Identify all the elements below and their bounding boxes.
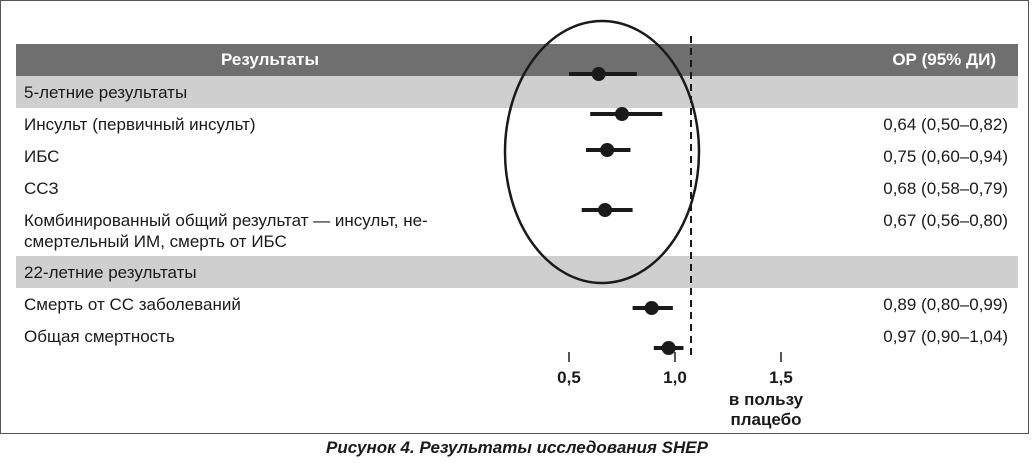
or-value: 0,97 (0,90–1,04): [883, 327, 1008, 346]
or-value: 0,64 (0,50–0,82): [883, 115, 1008, 134]
outcome-label: ССЗ: [24, 179, 59, 198]
outcome-label: Комбинированный общий результат — инсуль…: [24, 211, 428, 251]
figure-frame: [0, 0, 1029, 434]
outcome-label: Инсульт (первичный инсульт): [24, 115, 256, 134]
highlight-ellipse: [503, 19, 701, 285]
favor-label: плацебо: [730, 410, 801, 429]
x-tick-label: 0,5: [557, 368, 581, 387]
x-tick-label: 1,5: [769, 368, 793, 387]
table-header: Результаты ОР (95% ДИ): [16, 44, 1018, 76]
group-label: 5-летние результаты: [24, 83, 188, 102]
table-row: Инсульт (первичный инсульт) 0,64 (0,50–0,…: [16, 108, 1018, 140]
results-header: Результаты: [220, 50, 319, 69]
table-row: ИБС 0,75 (0,60–0,94): [16, 140, 1018, 172]
outcome-label: Общая смертность: [24, 327, 175, 346]
or-value: 0,68 (0,58–0,79): [883, 179, 1008, 198]
point-estimate: [591, 67, 606, 81]
x-tick-label: 1,0: [663, 368, 687, 387]
point-estimate: [600, 143, 615, 157]
favor-label: в пользу: [729, 390, 804, 409]
outcome-label: Смерть от СС заболеваний: [24, 295, 241, 314]
or-header: ОР (95% ДИ): [892, 50, 996, 69]
point-estimate: [661, 341, 676, 355]
table-row: Смерть от СС заболеваний 0,89 (0,80–0,99): [16, 288, 1018, 320]
point-estimate: [644, 301, 659, 315]
group-label: 22-летние результаты: [24, 263, 197, 282]
table-row: Общая смертность 0,97 (0,90–1,04): [16, 320, 1018, 352]
outcome-label: ИБС: [24, 147, 60, 166]
group-row: 22-летние результаты: [16, 256, 1018, 288]
figure-caption: Рисунок 4. Результаты исследования SHEP: [326, 438, 708, 457]
table-row: ССЗ 0,68 (0,58–0,79): [16, 172, 1018, 204]
point-estimate: [615, 107, 629, 121]
or-value: 0,75 (0,60–0,94): [883, 147, 1008, 166]
point-estimate: [598, 203, 613, 217]
or-value: 0,67 (0,56–0,80): [883, 211, 1008, 230]
or-value: 0,89 (0,80–0,99): [883, 295, 1008, 314]
